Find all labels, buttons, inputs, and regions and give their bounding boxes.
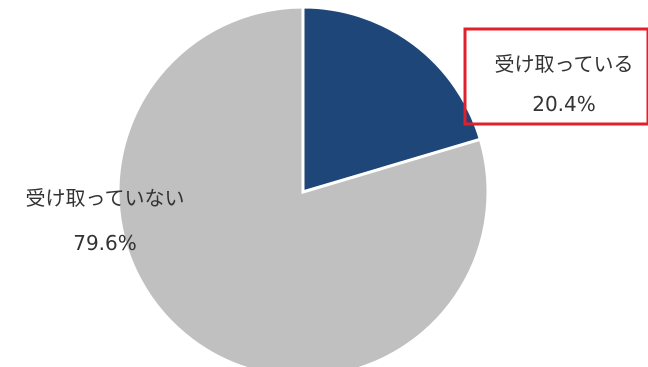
slice-label-received: 受け取っている: [495, 52, 634, 76]
slice-value-received: 20.4%: [532, 92, 596, 116]
pie-slice-not-received: [116, 5, 490, 367]
pie-slices: [116, 5, 490, 367]
highlight-box: [463, 27, 648, 126]
pie-slice-received: [301, 5, 483, 195]
slice-value-not-received: 79.6%: [73, 231, 137, 255]
slice-label-not-received: 受け取っていない: [26, 186, 185, 210]
